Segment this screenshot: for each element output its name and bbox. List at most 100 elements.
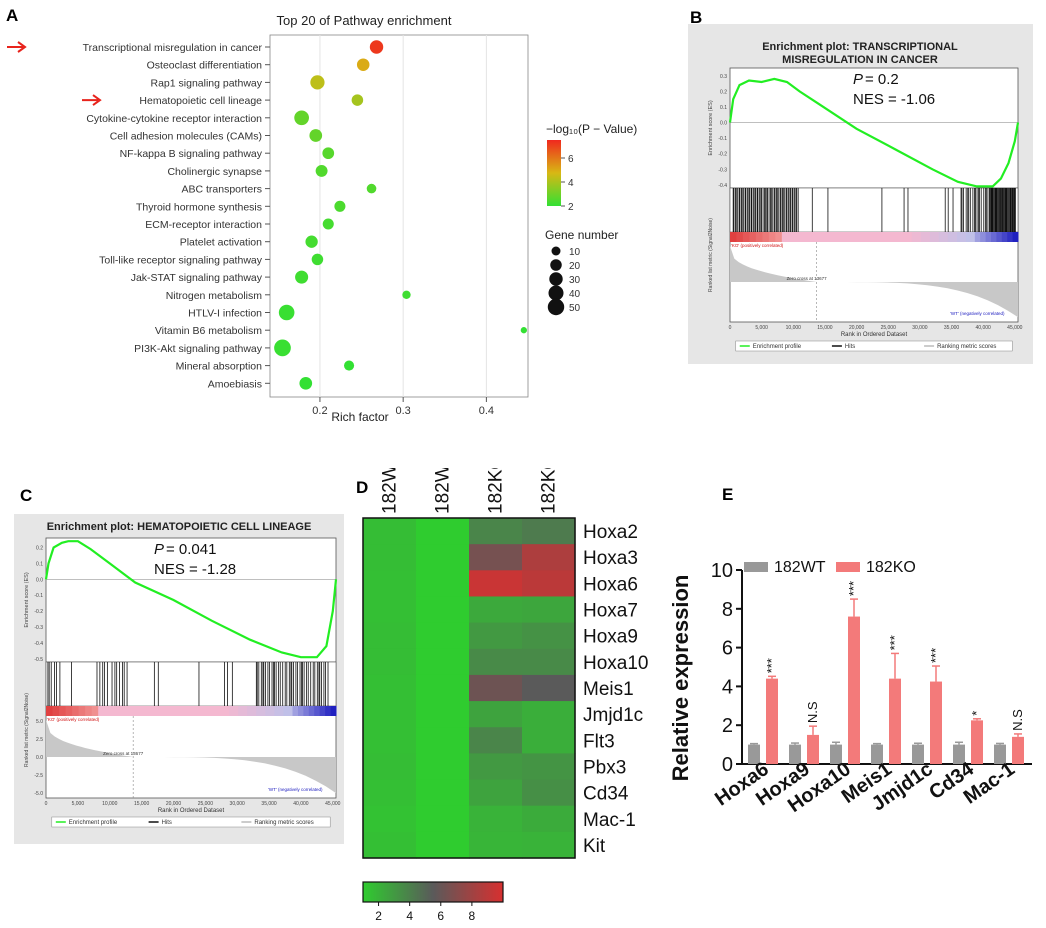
- heatmap-cell: [363, 701, 417, 728]
- ranked-metric-positive: [46, 720, 134, 757]
- significance-label: ***: [846, 581, 861, 596]
- significance-label: ***: [764, 658, 779, 673]
- rank-tick-label: 35,000: [261, 801, 277, 807]
- bar: [971, 720, 983, 764]
- significance-label: ***: [887, 635, 902, 650]
- bar: [930, 681, 942, 764]
- correlation-band-segment: [303, 706, 310, 716]
- es-tick-label: 0.1: [720, 105, 727, 111]
- heatmap-row-label: Flt3: [583, 731, 615, 752]
- heatmap-cell: [522, 805, 576, 833]
- heatmap-row-label: Mac-1: [583, 810, 636, 831]
- es-tick-label: -0.1: [718, 136, 727, 142]
- correlation-band-segment: [59, 706, 67, 716]
- size-legend-dot: [551, 246, 561, 256]
- size-legend-dot: [550, 259, 562, 271]
- rank-tick-label: 20,000: [166, 801, 182, 807]
- heatmap-row-label: Hoxa10: [583, 653, 649, 674]
- bubble-point: [299, 376, 313, 390]
- bar: [912, 744, 924, 764]
- heatmap-cell: [469, 701, 523, 728]
- es-tick-label: -0.3: [34, 625, 43, 631]
- pathway-label: Thyroid hormone synthesis: [136, 201, 262, 213]
- correlation-band-segment: [65, 706, 73, 716]
- heatmap-row-label: Hoxa2: [583, 522, 638, 543]
- red-arrow-icon: [7, 41, 27, 53]
- heatmap-cell: [522, 648, 576, 676]
- correlation-band-segment: [113, 706, 130, 716]
- color-legend-bar: [547, 140, 561, 206]
- gsea-title-line2: MISREGULATION IN CANCER: [782, 54, 938, 66]
- correlation-band-segment: [965, 232, 976, 242]
- es-tick-label: 0.0: [36, 577, 43, 583]
- bubble-point: [295, 270, 309, 284]
- pathway-label: NF-kappa B signaling pathway: [120, 148, 263, 160]
- rank-tick-label: 30,000: [912, 325, 928, 331]
- correlation-band-segment: [857, 232, 874, 242]
- panel-letter-b: B: [690, 8, 703, 27]
- significance-label: N.S: [805, 701, 820, 723]
- correlation-band-segment: [292, 706, 299, 716]
- bubble-point: [315, 164, 328, 177]
- heatmap-cell: [363, 674, 417, 702]
- correlation-band-segment: [781, 232, 798, 242]
- es-axis-label: Enrichment score (ES): [708, 100, 714, 155]
- correlation-band-segment: [775, 232, 783, 242]
- pathway-enrichment-bubble-chart: Top 20 of Pathway enrichment Transcripti…: [7, 13, 637, 424]
- panel-letter-c: C: [20, 486, 33, 505]
- correlation-band-segment: [330, 706, 337, 716]
- color-tick-label: 6: [568, 154, 574, 165]
- bubble-point: [344, 360, 355, 371]
- rank-tick-label: 0: [45, 801, 48, 807]
- panel-letter-a: A: [6, 6, 19, 25]
- heatmap-cell: [416, 674, 470, 702]
- pathway-label: Cholinergic synapse: [167, 166, 262, 178]
- correlation-band-segment: [174, 706, 191, 716]
- heatmap-cell: [416, 701, 470, 728]
- size-legend-dot: [549, 272, 563, 286]
- heatmap-cell: [363, 753, 417, 781]
- heatmap-row-label: Hoxa7: [583, 601, 638, 622]
- heatmap-cell: [363, 648, 417, 676]
- correlation-band-segment: [159, 706, 175, 716]
- heatmap-cell: [469, 805, 523, 833]
- nes-value: NES = -1.28: [154, 561, 236, 578]
- correlation-band-segment: [1007, 232, 1014, 242]
- correlation-band-segment: [265, 706, 275, 716]
- correlation-band-segment: [911, 232, 922, 242]
- rank-tick-label: 5,000: [72, 801, 85, 807]
- metric-tick-label: 5.0: [36, 719, 43, 725]
- heatmap-cell: [469, 831, 523, 859]
- ko-label: 'KO' (positively correlated): [47, 717, 100, 722]
- legend-label: Enrichment profile: [753, 344, 802, 350]
- significance-label: ***: [928, 648, 943, 663]
- pathway-label: Rap1 signaling pathway: [151, 77, 263, 89]
- es-tick-label: -0.4: [34, 641, 43, 647]
- bubble-point: [369, 40, 384, 54]
- heatmap-cell: [522, 674, 576, 702]
- heatmap-cell: [522, 701, 576, 728]
- correlation-band-segment: [947, 232, 958, 242]
- legend-label: Ranking metric scores: [937, 344, 996, 350]
- correlation-band-segment: [985, 232, 992, 242]
- bar: [871, 744, 883, 764]
- bubble-point: [334, 200, 346, 212]
- size-legend-dot: [548, 285, 564, 301]
- pathway-label: Nitrogen metabolism: [166, 290, 263, 302]
- bar: [748, 744, 760, 764]
- rank-tick-label: 25,000: [881, 325, 897, 331]
- heatmap-cell: [363, 570, 417, 598]
- metric-tick-label: 0.0: [36, 755, 43, 761]
- heatmap-cell: [469, 596, 523, 624]
- correlation-band-segment: [1012, 232, 1019, 242]
- rank-axis-label: Rank in Ordered Dataset: [158, 808, 225, 814]
- heatmap-cell: [363, 544, 417, 571]
- heatmap-cell: [522, 570, 576, 598]
- size-legend-label: 40: [569, 289, 581, 300]
- gsea-title-line1: Enrichment plot: TRANSCRIPTIONAL: [762, 41, 958, 53]
- correlation-band-segment: [736, 232, 744, 242]
- ranked-metric-negative: [816, 282, 1018, 318]
- correlation-band-segment: [314, 706, 321, 716]
- heatmap-cell: [469, 518, 523, 545]
- metric-tick-label: 2.5: [36, 737, 43, 743]
